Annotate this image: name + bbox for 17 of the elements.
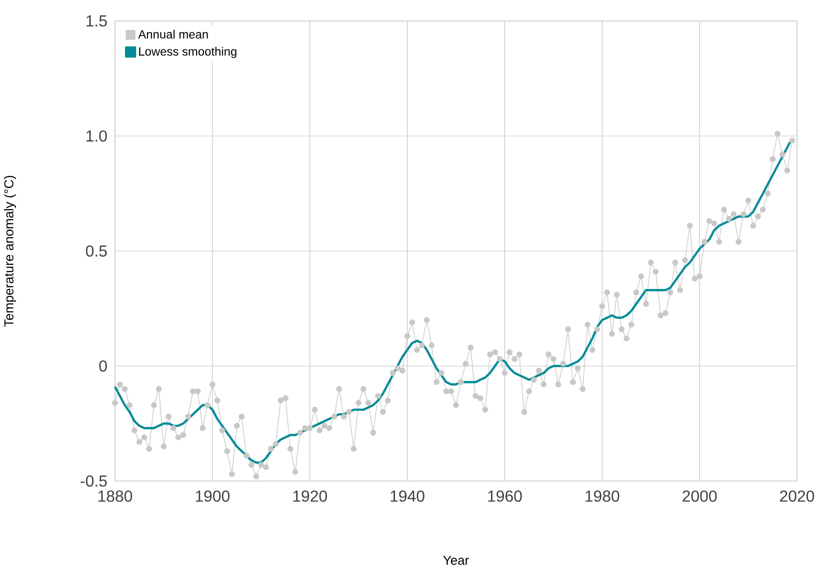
y-tick-label: 0.5	[86, 245, 107, 257]
x-tick-label: 1980	[586, 490, 620, 502]
x-tick-label: 1920	[293, 490, 327, 502]
y-axis-title: Temperature anomaly (°C)	[4, 176, 16, 327]
x-tick-label: 1960	[488, 490, 522, 502]
y-tick-label: 0	[99, 360, 107, 372]
y-tick-label: 1.0	[86, 130, 107, 142]
x-tick-label: 1880	[98, 490, 132, 502]
y-tick-label: -0.5	[80, 475, 107, 487]
legend-label: Lowess smoothing	[139, 46, 236, 58]
x-tick-label: 2020	[780, 490, 814, 502]
x-axis-title: Year	[443, 556, 469, 565]
legend-label: Annual mean	[138, 30, 208, 39]
x-tick-label: 1900	[196, 490, 230, 502]
y-tick-label: 1.5	[86, 15, 107, 27]
x-tick-label: 1940	[390, 490, 424, 502]
x-tick-label: 2000	[682, 490, 717, 502]
